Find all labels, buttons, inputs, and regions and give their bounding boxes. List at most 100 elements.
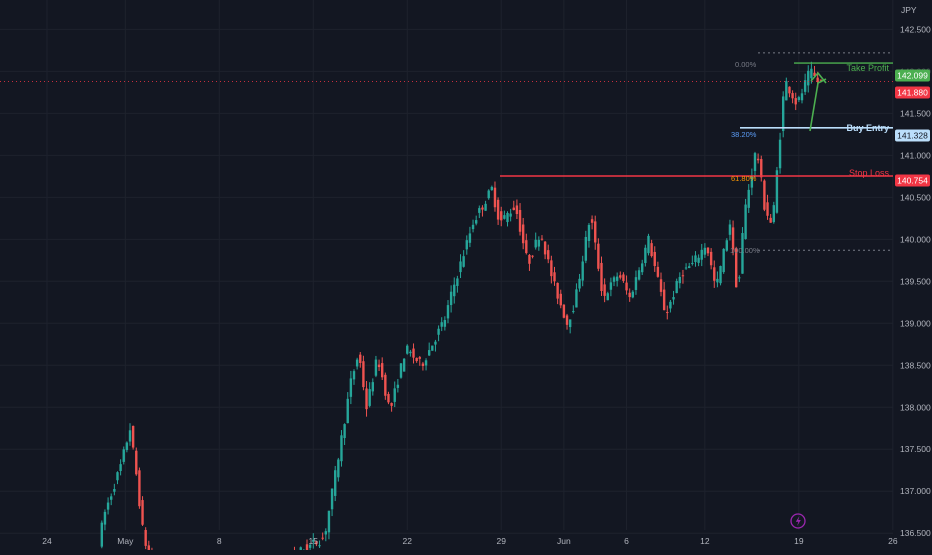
price-tick[interactable]: 139.500 <box>900 276 931 286</box>
candle <box>615 276 619 281</box>
stop-loss-badge <box>895 174 930 187</box>
candle <box>128 430 132 442</box>
candle <box>622 274 625 281</box>
candle <box>641 263 644 273</box>
candle <box>781 96 785 131</box>
candle <box>819 79 822 81</box>
candle <box>399 363 403 378</box>
candle <box>684 267 688 269</box>
buy-entry-badge <box>895 129 930 142</box>
candle <box>512 207 515 211</box>
candle <box>349 378 353 397</box>
candle <box>465 240 468 250</box>
candle <box>453 284 456 297</box>
candle <box>766 202 769 216</box>
candle <box>572 311 575 313</box>
candle <box>324 531 328 535</box>
candle <box>327 510 331 533</box>
candle <box>318 545 321 547</box>
candle <box>553 272 556 282</box>
candle <box>409 351 412 354</box>
currency-label: JPY <box>901 5 917 15</box>
price-axis[interactable]: 142.500 141.500 141.000 140.500 140.000 139.5… <box>900 24 931 538</box>
candle <box>634 277 638 290</box>
candle <box>575 289 578 308</box>
price-tick[interactable]: 140.000 <box>900 234 931 244</box>
time-tick[interactable]: 19 <box>794 536 804 546</box>
candle <box>662 289 666 311</box>
time-tick[interactable]: May <box>117 536 134 546</box>
time-tick[interactable]: Jun <box>557 536 571 546</box>
fib-label-0: 0.00% <box>735 60 757 69</box>
time-tick[interactable]: 6 <box>624 536 629 546</box>
candle <box>547 250 550 260</box>
candle <box>559 293 562 306</box>
candle <box>362 361 365 388</box>
price-tick[interactable]: 140.500 <box>900 192 931 202</box>
price-tick[interactable]: 141.000 <box>900 150 931 160</box>
candle <box>603 284 606 296</box>
annotations[interactable]: 0.00% 38.20% 61.80% 100.00% Take Profit … <box>0 52 893 255</box>
candle <box>380 363 384 378</box>
candle <box>531 255 534 257</box>
price-tick[interactable]: 139.000 <box>900 318 931 328</box>
candle <box>315 541 318 545</box>
candle <box>644 247 647 264</box>
time-tick[interactable]: 8 <box>217 536 222 546</box>
candle <box>424 360 428 366</box>
price-tick[interactable]: 138.500 <box>900 360 931 370</box>
candle <box>359 354 362 363</box>
price-tick[interactable]: 141.500 <box>900 108 931 118</box>
price-tick[interactable]: 137.500 <box>900 444 931 454</box>
candle <box>597 243 600 269</box>
time-tick[interactable]: 22 <box>403 536 413 546</box>
candle <box>119 464 122 472</box>
candle <box>772 205 775 223</box>
time-tick[interactable]: 24 <box>42 536 52 546</box>
candle <box>716 278 719 283</box>
time-axis[interactable]: 24 May 8 15 22 29 Jun 6 12 19 26 <box>42 536 898 546</box>
time-tick[interactable]: 26 <box>888 536 898 546</box>
candle <box>681 275 685 277</box>
candle <box>521 224 525 244</box>
candle <box>103 511 107 525</box>
candle <box>487 190 490 199</box>
candle <box>791 93 794 99</box>
candle <box>816 77 819 83</box>
price-tick[interactable]: 142.500 <box>900 24 931 34</box>
candle <box>803 80 807 92</box>
candle <box>518 210 522 232</box>
price-tick[interactable]: 137.000 <box>900 486 931 496</box>
candle <box>474 220 478 224</box>
time-tick[interactable]: 15 <box>309 536 319 546</box>
stop-loss-label: Stop Loss <box>849 168 890 178</box>
candle <box>637 270 641 280</box>
time-tick[interactable]: 29 <box>497 536 507 546</box>
candle <box>709 251 713 266</box>
candle <box>738 277 741 279</box>
candle <box>587 224 591 241</box>
candle <box>788 86 791 94</box>
candle <box>744 204 747 239</box>
candle <box>666 312 669 314</box>
candle <box>308 544 312 548</box>
candle <box>525 240 528 254</box>
price-tick[interactable]: 136.500 <box>900 528 931 538</box>
candle <box>437 328 440 335</box>
candle <box>122 449 125 462</box>
target-arrow-head <box>810 72 827 84</box>
price-badges: 142.099 141.880 141.328 140.754 <box>895 69 930 187</box>
candle <box>138 470 141 507</box>
candle <box>713 267 716 281</box>
candle <box>421 363 425 366</box>
time-tick[interactable]: 12 <box>700 536 710 546</box>
candle <box>562 304 566 318</box>
candle <box>703 247 707 255</box>
candle <box>568 319 572 328</box>
lightning-icon[interactable] <box>790 513 806 529</box>
candle <box>377 364 381 368</box>
price-tick[interactable]: 138.000 <box>900 402 931 412</box>
